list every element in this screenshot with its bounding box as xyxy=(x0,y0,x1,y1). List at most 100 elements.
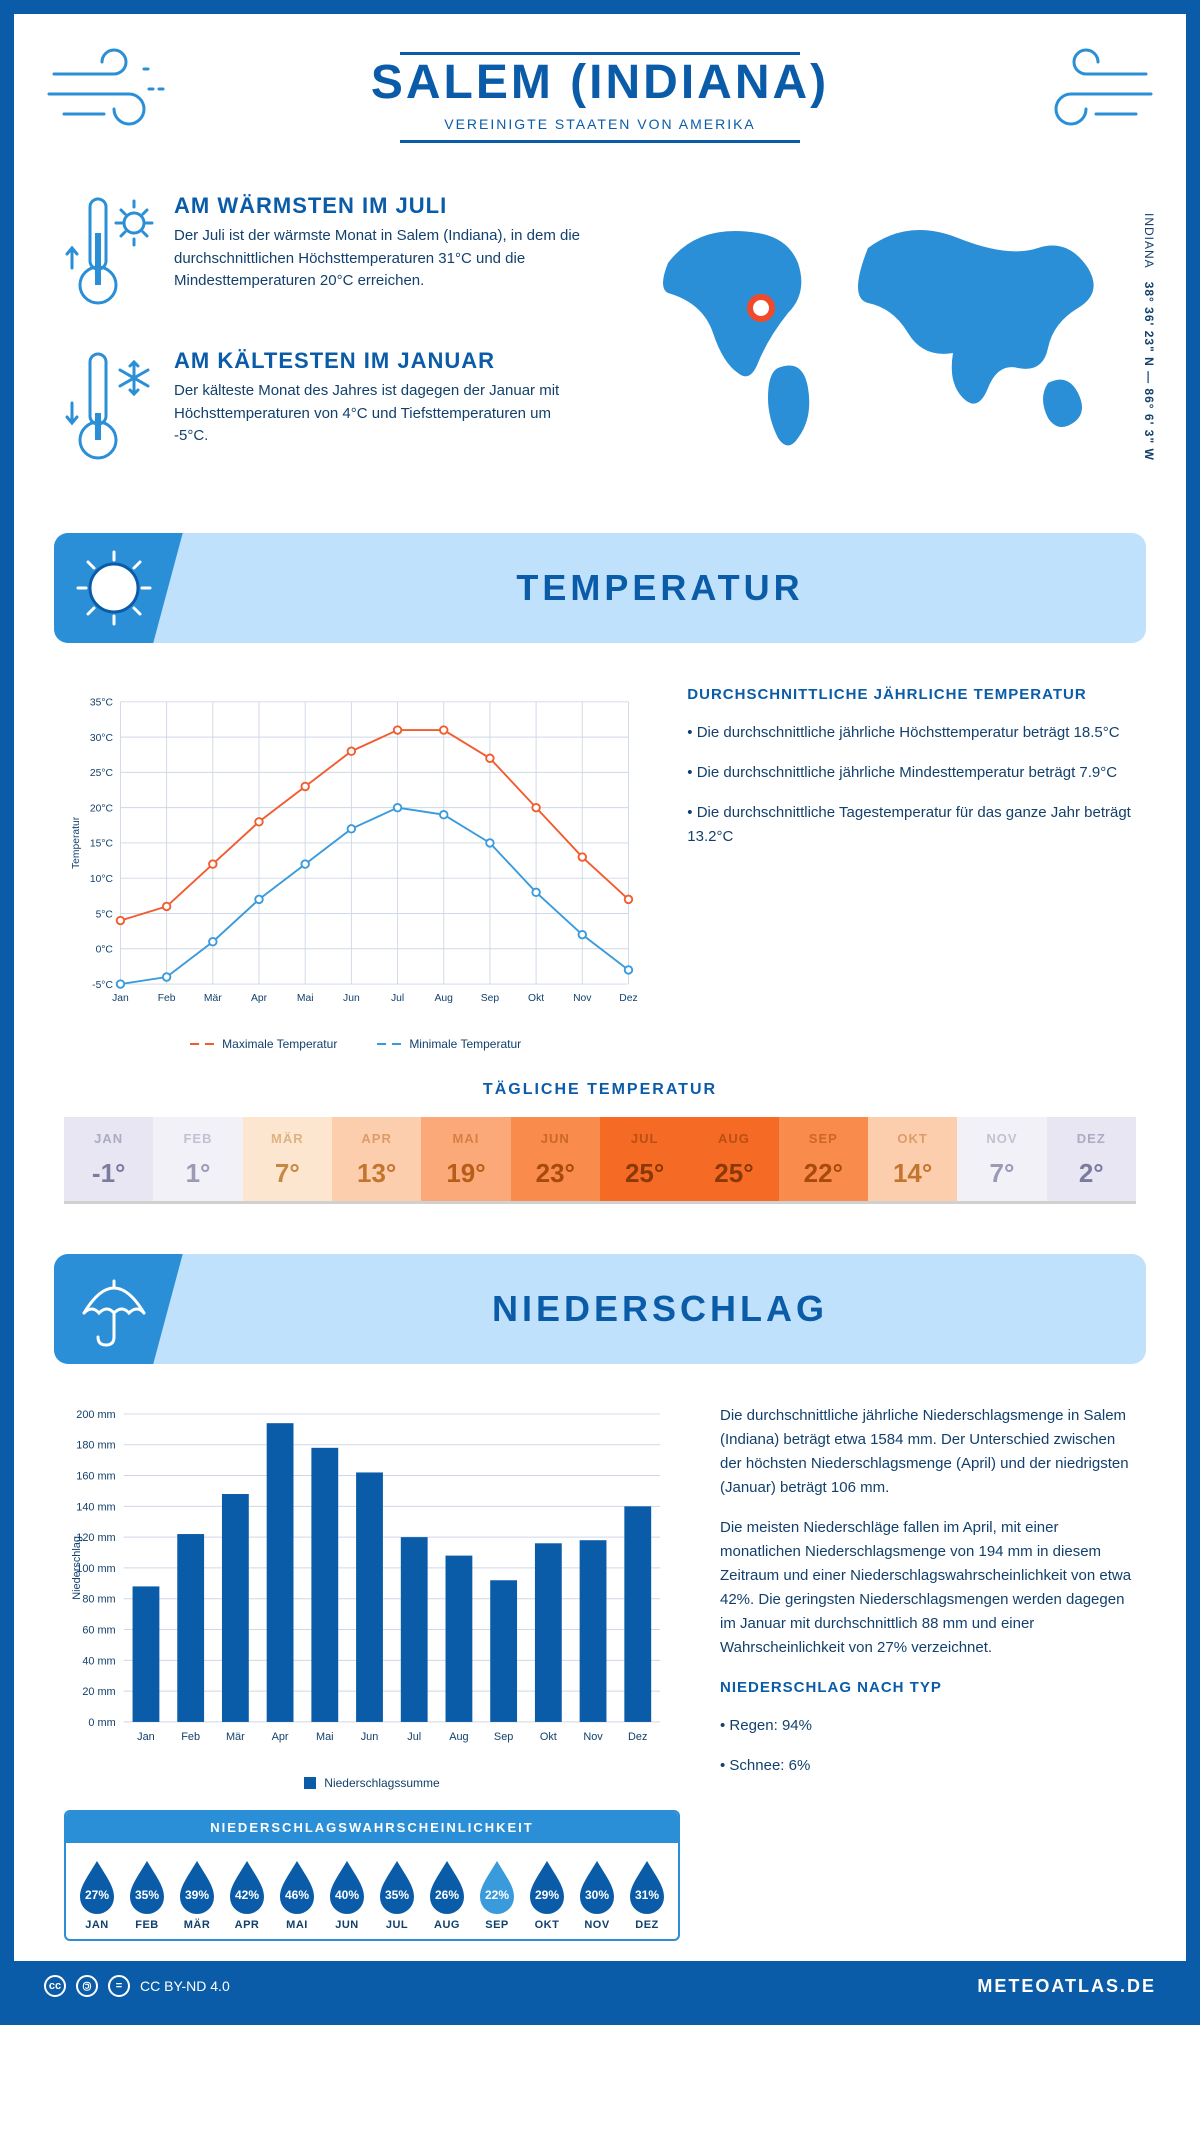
precip-prob-drop: 29% OKT xyxy=(524,1857,570,1931)
svg-text:Aug: Aug xyxy=(435,993,454,1004)
svg-text:27%: 27% xyxy=(85,1888,109,1902)
precip-type-heading: NIEDERSCHLAG NACH TYP xyxy=(720,1676,1136,1700)
daily-temp-strip: JAN-1°FEB1°MÄR7°APR13°MAI19°JUN23°JUL25°… xyxy=(64,1117,1136,1204)
daily-temp-cell: NOV7° xyxy=(957,1117,1046,1201)
svg-text:15°C: 15°C xyxy=(90,839,114,850)
daily-temp-cell: OKT14° xyxy=(868,1117,957,1201)
svg-text:20 mm: 20 mm xyxy=(82,1686,115,1698)
svg-text:20°C: 20°C xyxy=(90,803,114,814)
wind-icon xyxy=(1016,44,1156,134)
svg-text:Dez: Dez xyxy=(619,993,637,1004)
svg-text:Okt: Okt xyxy=(540,1731,557,1743)
svg-text:0 mm: 0 mm xyxy=(88,1717,115,1729)
temperature-legend: Maximale Temperatur Minimale Temperatur xyxy=(64,1037,647,1051)
section-temperature-title: TEMPERATUR xyxy=(516,567,803,609)
temperature-row: -5°C0°C5°C10°C15°C20°C25°C30°C35°CJanFeb… xyxy=(14,673,1186,1071)
intro-row: AM WÄRMSTEN IM JULI Der Juli ist der wär… xyxy=(14,163,1186,533)
precip-prob-drop: 46% MAI xyxy=(274,1857,320,1931)
section-precip-banner: NIEDERSCHLAG xyxy=(54,1254,1146,1364)
footer: cc 🄯 = CC BY-ND 4.0 METEOATLAS.DE xyxy=(14,1961,1186,2011)
svg-text:60 mm: 60 mm xyxy=(82,1624,115,1636)
temp-text-p3: • Die durchschnittliche Tagestemperatur … xyxy=(687,801,1136,849)
daily-temp-cell: SEP22° xyxy=(779,1117,868,1201)
fact-cold-title: AM KÄLTESTEN IM JANUAR xyxy=(174,348,580,374)
svg-text:Temperatur: Temperatur xyxy=(71,816,82,869)
svg-text:Nov: Nov xyxy=(583,1731,603,1743)
svg-text:35%: 35% xyxy=(385,1888,409,1902)
svg-text:180 mm: 180 mm xyxy=(76,1439,115,1451)
svg-text:Jul: Jul xyxy=(391,993,404,1004)
svg-text:Jan: Jan xyxy=(112,993,129,1004)
precip-prob-drop: 22% SEP xyxy=(474,1857,520,1931)
page-title: SALEM (INDIANA) xyxy=(34,55,1166,110)
svg-text:25°C: 25°C xyxy=(90,768,114,779)
svg-text:Niederschlag: Niederschlag xyxy=(71,1536,83,1600)
fact-coldest: AM KÄLTESTEN IM JANUAR Der kälteste Mona… xyxy=(64,348,580,473)
precip-row: 0 mm20 mm40 mm60 mm80 mm100 mm120 mm140 … xyxy=(14,1394,1186,1962)
precip-snow: • Schnee: 6% xyxy=(720,1754,1136,1778)
svg-text:10°C: 10°C xyxy=(90,874,114,885)
precip-legend: Niederschlagssumme xyxy=(64,1776,680,1790)
thermometer-cold-icon xyxy=(64,348,154,473)
svg-text:Sep: Sep xyxy=(494,1731,513,1743)
daily-temp-cell: DEZ2° xyxy=(1047,1117,1136,1201)
infographic-frame: SALEM (INDIANA) VEREINIGTE STAATEN VON A… xyxy=(0,0,1200,2025)
precip-prob-drop: 35% FEB xyxy=(124,1857,170,1931)
by-icon: 🄯 xyxy=(76,1975,98,1997)
svg-text:Mär: Mär xyxy=(226,1731,245,1743)
svg-text:Feb: Feb xyxy=(158,993,176,1004)
daily-temp-cell: MÄR7° xyxy=(243,1117,332,1201)
precip-prob-drop: 35% JUL xyxy=(374,1857,420,1931)
svg-text:-5°C: -5°C xyxy=(92,980,113,991)
precip-bar-chart: 0 mm20 mm40 mm60 mm80 mm100 mm120 mm140 … xyxy=(64,1404,680,1762)
svg-text:80 mm: 80 mm xyxy=(82,1593,115,1605)
nd-icon: = xyxy=(108,1975,130,1997)
section-precip-title: NIEDERSCHLAG xyxy=(492,1288,828,1330)
header: SALEM (INDIANA) VEREINIGTE STAATEN VON A… xyxy=(14,14,1186,163)
svg-text:Feb: Feb xyxy=(181,1731,200,1743)
svg-text:140 mm: 140 mm xyxy=(76,1501,115,1513)
daily-temp-cell: FEB1° xyxy=(153,1117,242,1201)
svg-text:40 mm: 40 mm xyxy=(82,1655,115,1667)
svg-text:Jul: Jul xyxy=(407,1731,421,1743)
fact-warmest: AM WÄRMSTEN IM JULI Der Juli ist der wär… xyxy=(64,193,580,318)
precip-prob-box: NIEDERSCHLAGSWAHRSCHEINLICHKEIT 27% JAN … xyxy=(64,1810,680,1941)
license: cc 🄯 = CC BY-ND 4.0 xyxy=(44,1975,230,1997)
svg-text:30%: 30% xyxy=(585,1888,609,1902)
svg-text:Aug: Aug xyxy=(449,1731,468,1743)
fact-cold-body: Der kälteste Monat des Jahres ist dagege… xyxy=(174,380,580,448)
svg-text:Jun: Jun xyxy=(343,993,360,1004)
svg-text:Mai: Mai xyxy=(297,993,314,1004)
svg-text:42%: 42% xyxy=(235,1888,259,1902)
section-temperature-banner: TEMPERATUR xyxy=(54,533,1146,643)
svg-text:35°C: 35°C xyxy=(90,698,114,709)
svg-text:29%: 29% xyxy=(535,1888,559,1902)
precip-prob-drop: 40% JUN xyxy=(324,1857,370,1931)
daily-temp-cell: AUG25° xyxy=(689,1117,778,1201)
svg-text:200 mm: 200 mm xyxy=(76,1409,115,1421)
wind-icon xyxy=(44,44,184,134)
svg-text:Mär: Mär xyxy=(204,993,222,1004)
svg-text:0°C: 0°C xyxy=(96,945,114,956)
svg-text:Apr: Apr xyxy=(251,993,268,1004)
svg-text:39%: 39% xyxy=(185,1888,209,1902)
precip-prob-drop: 30% NOV xyxy=(574,1857,620,1931)
svg-text:22%: 22% xyxy=(485,1888,509,1902)
daily-temp-cell: JUL25° xyxy=(600,1117,689,1201)
fact-warm-body: Der Juli ist der wärmste Monat in Salem … xyxy=(174,225,580,293)
daily-temp-title: TÄGLICHE TEMPERATUR xyxy=(14,1081,1186,1099)
svg-text:Jun: Jun xyxy=(361,1731,379,1743)
temp-text-heading: DURCHSCHNITTLICHE JÄHRLICHE TEMPERATUR xyxy=(687,683,1136,707)
world-map-icon xyxy=(620,193,1136,453)
page-subtitle: VEREINIGTE STAATEN VON AMERIKA xyxy=(34,116,1166,132)
precip-rain: • Regen: 94% xyxy=(720,1714,1136,1738)
daily-temp-cell: APR13° xyxy=(332,1117,421,1201)
svg-text:160 mm: 160 mm xyxy=(76,1470,115,1482)
svg-text:40%: 40% xyxy=(335,1888,359,1902)
svg-text:Okt: Okt xyxy=(528,993,544,1004)
precip-prob-drop: 39% MÄR xyxy=(174,1857,220,1931)
precip-prob-drop: 26% AUG xyxy=(424,1857,470,1931)
daily-temp-cell: MAI19° xyxy=(421,1117,510,1201)
precip-text-p2: Die meisten Niederschläge fallen im Apri… xyxy=(720,1516,1136,1660)
svg-text:30°C: 30°C xyxy=(90,733,114,744)
